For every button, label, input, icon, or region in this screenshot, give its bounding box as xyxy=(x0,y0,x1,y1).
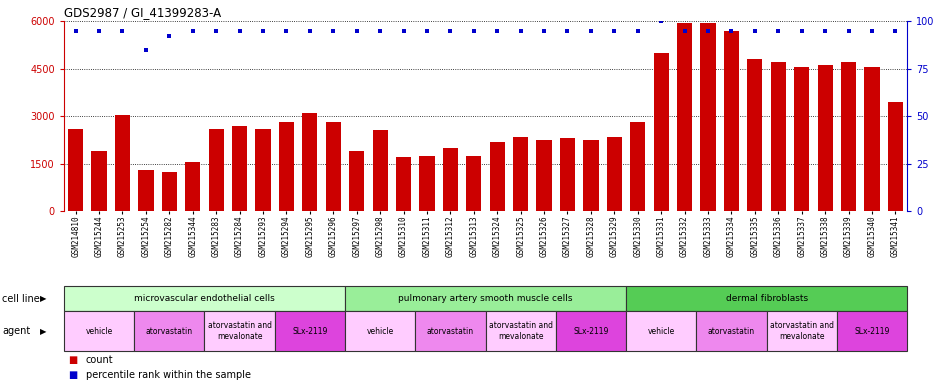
Bar xyxy=(64,286,345,311)
Bar xyxy=(653,53,668,211)
Bar xyxy=(345,286,626,311)
Text: pulmonary artery smooth muscle cells: pulmonary artery smooth muscle cells xyxy=(399,294,572,303)
Bar xyxy=(606,137,622,211)
Text: atorvastatin: atorvastatin xyxy=(427,327,474,336)
Bar xyxy=(345,311,415,351)
Bar xyxy=(700,23,715,211)
Bar xyxy=(68,129,84,211)
Text: count: count xyxy=(86,356,113,366)
Bar xyxy=(232,126,247,211)
Bar xyxy=(185,162,200,211)
Bar xyxy=(349,151,365,211)
Text: SLx-2119: SLx-2119 xyxy=(292,327,327,336)
Text: SLx-2119: SLx-2119 xyxy=(573,327,608,336)
Text: vehicle: vehicle xyxy=(648,327,675,336)
Text: ▶: ▶ xyxy=(39,327,46,336)
Bar xyxy=(818,65,833,211)
Text: vehicle: vehicle xyxy=(86,327,113,336)
Bar xyxy=(64,311,134,351)
Bar xyxy=(396,157,411,211)
Bar xyxy=(419,156,434,211)
Bar xyxy=(794,67,809,211)
Bar xyxy=(91,151,106,211)
Bar xyxy=(162,172,177,211)
Text: SLx-2119: SLx-2119 xyxy=(854,327,889,336)
Bar xyxy=(256,129,271,211)
Bar xyxy=(209,129,224,211)
Bar xyxy=(626,311,697,351)
Bar xyxy=(837,311,907,351)
Bar xyxy=(841,62,856,211)
Text: atorvastatin and
mevalonate: atorvastatin and mevalonate xyxy=(489,321,553,341)
Bar xyxy=(372,131,387,211)
Bar xyxy=(626,286,907,311)
Bar xyxy=(303,113,318,211)
Bar xyxy=(865,67,880,211)
Text: atorvastatin and
mevalonate: atorvastatin and mevalonate xyxy=(770,321,834,341)
Bar xyxy=(677,23,692,211)
Text: dermal fibroblasts: dermal fibroblasts xyxy=(726,294,807,303)
Bar xyxy=(747,59,762,211)
Text: ▶: ▶ xyxy=(39,294,46,303)
Bar xyxy=(205,311,274,351)
Bar xyxy=(771,62,786,211)
Bar xyxy=(279,122,294,211)
Text: ■: ■ xyxy=(69,356,78,366)
Bar xyxy=(486,311,556,351)
Bar xyxy=(325,122,341,211)
Text: atorvastatin: atorvastatin xyxy=(146,327,193,336)
Text: atorvastatin and
mevalonate: atorvastatin and mevalonate xyxy=(208,321,272,341)
Text: ■: ■ xyxy=(69,370,78,380)
Bar xyxy=(560,138,575,211)
Bar xyxy=(584,140,599,211)
Bar xyxy=(537,140,552,211)
Bar xyxy=(887,102,903,211)
Bar xyxy=(115,114,130,211)
Bar xyxy=(443,148,458,211)
Text: GDS2987 / GI_41399283-A: GDS2987 / GI_41399283-A xyxy=(64,5,221,18)
Bar xyxy=(766,311,837,351)
Text: percentile rank within the sample: percentile rank within the sample xyxy=(86,370,251,380)
Bar xyxy=(513,137,528,211)
Bar xyxy=(556,311,626,351)
Bar xyxy=(490,142,505,211)
Bar xyxy=(415,311,485,351)
Text: agent: agent xyxy=(2,326,30,336)
Bar xyxy=(697,311,766,351)
Text: microvascular endothelial cells: microvascular endothelial cells xyxy=(134,294,274,303)
Text: vehicle: vehicle xyxy=(367,327,394,336)
Text: atorvastatin: atorvastatin xyxy=(708,327,755,336)
Bar xyxy=(274,311,345,351)
Bar xyxy=(724,31,739,211)
Bar xyxy=(134,311,205,351)
Bar xyxy=(466,156,481,211)
Bar xyxy=(630,122,646,211)
Text: cell line: cell line xyxy=(2,293,39,304)
Bar xyxy=(138,170,153,211)
